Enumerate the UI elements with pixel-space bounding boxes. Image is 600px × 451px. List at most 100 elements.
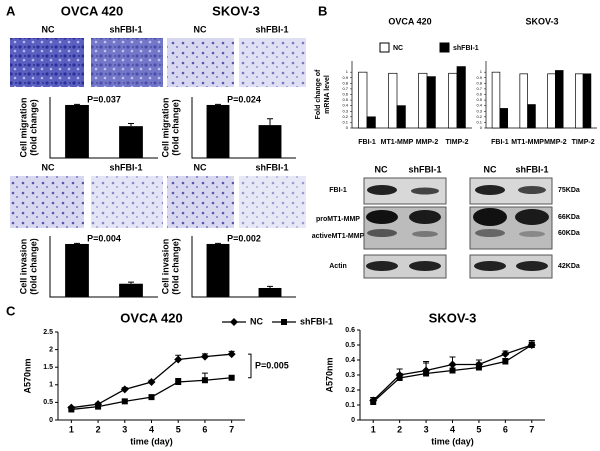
- y-tick-label: 0.9: [476, 75, 482, 80]
- x-tick-label: 4: [149, 424, 154, 434]
- error-bar: [128, 281, 134, 284]
- panel-title: OVCA 420: [61, 3, 123, 18]
- x-tick-label: TIMP-2: [572, 139, 595, 146]
- y-axis-label: Cell invasion: [18, 239, 28, 295]
- size-label: 66KDa: [558, 214, 580, 221]
- bar: [448, 72, 458, 129]
- legend-marker: [230, 318, 238, 326]
- annotation: P=0.024: [227, 94, 261, 104]
- legend-marker: [281, 319, 287, 325]
- marker: [228, 374, 235, 381]
- marker: [95, 403, 102, 410]
- marker: [502, 358, 509, 365]
- bar: [491, 71, 501, 129]
- x-tick-label: 7: [229, 424, 234, 434]
- x-axis-label: time (day): [130, 436, 173, 446]
- marker: [147, 377, 156, 386]
- marker: [227, 350, 236, 359]
- panel-title: SKOV-3: [525, 16, 558, 26]
- x-axis-label: time (day): [431, 436, 474, 446]
- y-axis-label: A570nm: [22, 358, 32, 393]
- y-tick-label: 0.7: [342, 86, 348, 91]
- marker: [68, 406, 75, 413]
- legend-label: NC: [393, 45, 403, 52]
- y-tick-label: 0.5: [345, 342, 355, 349]
- y-tick-label: 1: [346, 69, 349, 74]
- bar: [555, 70, 564, 129]
- y-tick-label: 0.1: [342, 119, 348, 124]
- micrograph: [10, 38, 84, 87]
- image-label: NC: [42, 24, 55, 34]
- axis: [57, 332, 245, 421]
- error-bar: [128, 123, 134, 127]
- bar: [396, 105, 406, 129]
- lane-label: NC: [484, 164, 497, 174]
- y-tick-label: 0.2: [476, 114, 482, 119]
- bar: [119, 283, 143, 297]
- annotation: P=0.037: [87, 94, 121, 104]
- x-tick-label: 3: [424, 424, 429, 434]
- marker: [370, 399, 377, 405]
- chart-title: OVCA 420: [120, 310, 182, 325]
- y-tick-label: 2.5: [43, 329, 53, 336]
- y-tick-label: 0.4: [345, 357, 355, 364]
- x-tick-label: MMP-2: [544, 139, 567, 146]
- bar: [388, 72, 398, 129]
- x-tick-label: 6: [503, 424, 508, 434]
- panel-label: B: [318, 3, 327, 18]
- y-axis-label: (fold change): [170, 99, 180, 156]
- x-tick-label: TIMP-2: [446, 139, 469, 146]
- y-tick-label: 0: [351, 417, 355, 424]
- marker: [528, 342, 535, 348]
- panel-title: OVCA 420: [388, 16, 431, 26]
- panel-label: C: [6, 303, 16, 318]
- x-tick-label: 3: [122, 424, 127, 434]
- micrograph: [10, 176, 84, 228]
- size-label: 42KDa: [558, 263, 580, 270]
- y-axis-label: Cell invasion: [160, 239, 170, 295]
- x-tick-label: 2: [96, 424, 101, 434]
- marker: [148, 394, 155, 401]
- x-tick-label: MMP-2: [416, 139, 439, 146]
- bar: [575, 73, 584, 129]
- row-label: proMT1-MMP: [316, 216, 360, 223]
- micrograph: [239, 38, 306, 87]
- y-tick-label: 0.3: [342, 108, 348, 113]
- y-tick-label: 0.8: [476, 80, 482, 85]
- bracket: [248, 353, 252, 379]
- micrograph: [167, 176, 234, 228]
- y-tick-label: 0.8: [342, 80, 348, 85]
- annotation: P=0.004: [87, 233, 121, 243]
- x-tick-label: 4: [450, 424, 455, 434]
- y-axis-label: Fold change of: [315, 69, 322, 119]
- y-tick-label: 0.4: [342, 103, 348, 108]
- bar: [366, 116, 376, 129]
- error-bar: [267, 118, 273, 126]
- legend-label: NC: [250, 316, 263, 326]
- marker: [200, 352, 209, 361]
- row-label: Actin: [329, 263, 347, 270]
- y-tick-label: 0.6: [345, 327, 355, 334]
- bar: [119, 126, 143, 158]
- bar: [258, 287, 282, 297]
- marker: [396, 375, 403, 381]
- x-tick-label: 1: [371, 424, 376, 434]
- y-tick-label: 0.7: [476, 86, 482, 91]
- micrograph: [167, 38, 234, 87]
- marker: [120, 385, 129, 394]
- panel-title: SKOV-3: [212, 3, 260, 18]
- image-label: NC: [194, 162, 207, 172]
- marker: [174, 355, 183, 364]
- bar: [65, 243, 89, 297]
- marker: [201, 377, 208, 384]
- y-axis-label: (fold change): [28, 99, 38, 156]
- error-bar: [267, 285, 273, 288]
- image-label: shFBI-1: [255, 24, 288, 34]
- lane-label: shFBI-1: [408, 164, 441, 174]
- y-tick-label: 0.2: [345, 387, 355, 394]
- y-axis-label: Cell migration: [18, 97, 28, 157]
- x-tick-label: 6: [202, 424, 207, 434]
- y-tick-label: 0.3: [345, 372, 355, 379]
- annotation: P=0.002: [227, 233, 261, 243]
- panel-label: A: [6, 3, 16, 18]
